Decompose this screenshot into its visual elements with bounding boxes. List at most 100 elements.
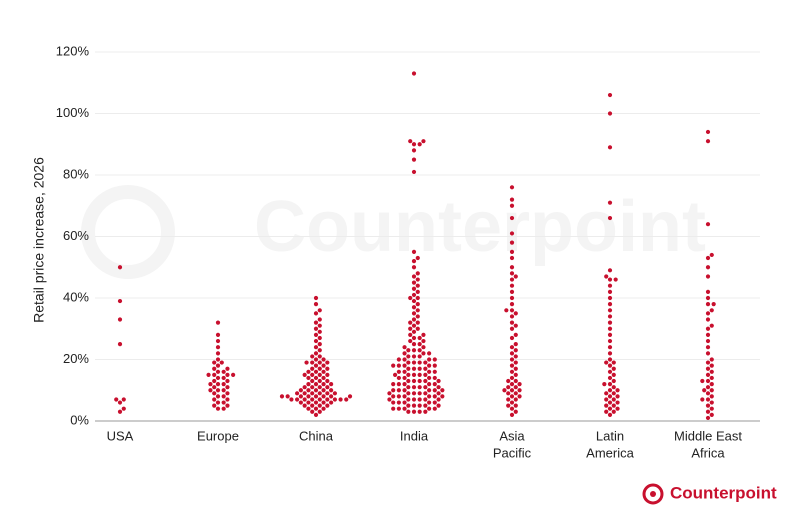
dot — [221, 400, 226, 405]
dot — [611, 397, 616, 402]
dot — [212, 403, 217, 408]
dot — [329, 388, 334, 393]
dot — [402, 382, 407, 387]
dot — [402, 406, 407, 411]
dot — [436, 403, 441, 408]
dot — [509, 382, 515, 387]
dot — [310, 397, 315, 402]
dot — [705, 372, 711, 377]
dot — [310, 372, 315, 377]
dot — [423, 366, 428, 371]
dot — [411, 305, 417, 310]
dot — [709, 375, 714, 381]
dot — [317, 378, 322, 384]
y-tick-label: 80% — [63, 166, 89, 181]
dot — [411, 354, 417, 359]
dot — [607, 412, 613, 417]
dot — [509, 388, 515, 393]
dot — [221, 382, 226, 387]
y-tick-label: 60% — [63, 228, 89, 243]
dot — [415, 302, 420, 307]
dot — [604, 274, 609, 279]
dot — [411, 342, 417, 347]
dot — [509, 185, 515, 190]
dot — [509, 295, 515, 301]
dot — [613, 277, 618, 282]
dot — [705, 397, 711, 402]
dot — [302, 372, 307, 377]
dot — [411, 409, 417, 414]
dot — [509, 406, 515, 411]
dot — [607, 332, 613, 337]
dot — [317, 329, 322, 334]
dot — [408, 320, 413, 325]
dot — [310, 366, 315, 371]
dot — [317, 360, 322, 365]
dot — [411, 335, 417, 341]
dot — [212, 366, 217, 371]
dot — [317, 317, 322, 322]
dot — [114, 397, 119, 402]
dot — [215, 320, 221, 325]
dot — [417, 372, 422, 377]
dot — [509, 265, 515, 270]
dot — [607, 215, 613, 221]
dot — [705, 255, 711, 261]
dot — [313, 332, 319, 337]
dot — [411, 403, 417, 408]
dot — [427, 357, 432, 362]
dot — [705, 338, 711, 344]
x-tick-label: USA — [107, 428, 134, 443]
dot — [215, 406, 221, 411]
dot — [421, 345, 426, 350]
dot — [504, 308, 509, 313]
dot — [310, 409, 315, 414]
dot — [611, 385, 616, 390]
dot — [306, 388, 311, 393]
dot — [709, 382, 714, 387]
dot — [607, 400, 613, 405]
dot — [607, 92, 613, 98]
dot — [509, 283, 515, 288]
dot — [607, 351, 613, 356]
dot — [513, 323, 518, 328]
dot — [705, 385, 711, 390]
dot — [285, 394, 290, 399]
dot — [313, 382, 319, 387]
dot — [411, 265, 417, 270]
dot — [513, 311, 518, 316]
dot — [509, 320, 515, 325]
dot — [705, 366, 711, 371]
dot — [705, 378, 711, 384]
dot — [411, 142, 417, 147]
dot — [212, 378, 217, 384]
dot — [306, 382, 311, 387]
dot — [607, 277, 613, 282]
dot — [509, 351, 515, 356]
dot — [509, 335, 515, 341]
dot — [509, 345, 515, 350]
dot — [705, 274, 711, 279]
dot — [506, 385, 511, 390]
dot — [289, 397, 294, 402]
dot — [709, 394, 714, 399]
dot — [402, 400, 407, 405]
logo: Counterpoint — [642, 483, 777, 505]
dot — [417, 378, 422, 384]
dot — [219, 360, 224, 365]
dot — [607, 345, 613, 350]
dot — [604, 403, 609, 408]
dot — [313, 406, 319, 411]
dot — [607, 388, 613, 393]
x-tick-label: Asia — [499, 428, 525, 443]
dot — [317, 372, 322, 377]
dot — [705, 415, 711, 421]
dot — [517, 394, 522, 399]
dot — [212, 372, 217, 377]
dot — [513, 354, 518, 359]
dot — [310, 403, 315, 408]
dot — [411, 259, 417, 264]
dot — [509, 277, 515, 282]
dot — [421, 139, 426, 144]
dot — [310, 360, 315, 365]
